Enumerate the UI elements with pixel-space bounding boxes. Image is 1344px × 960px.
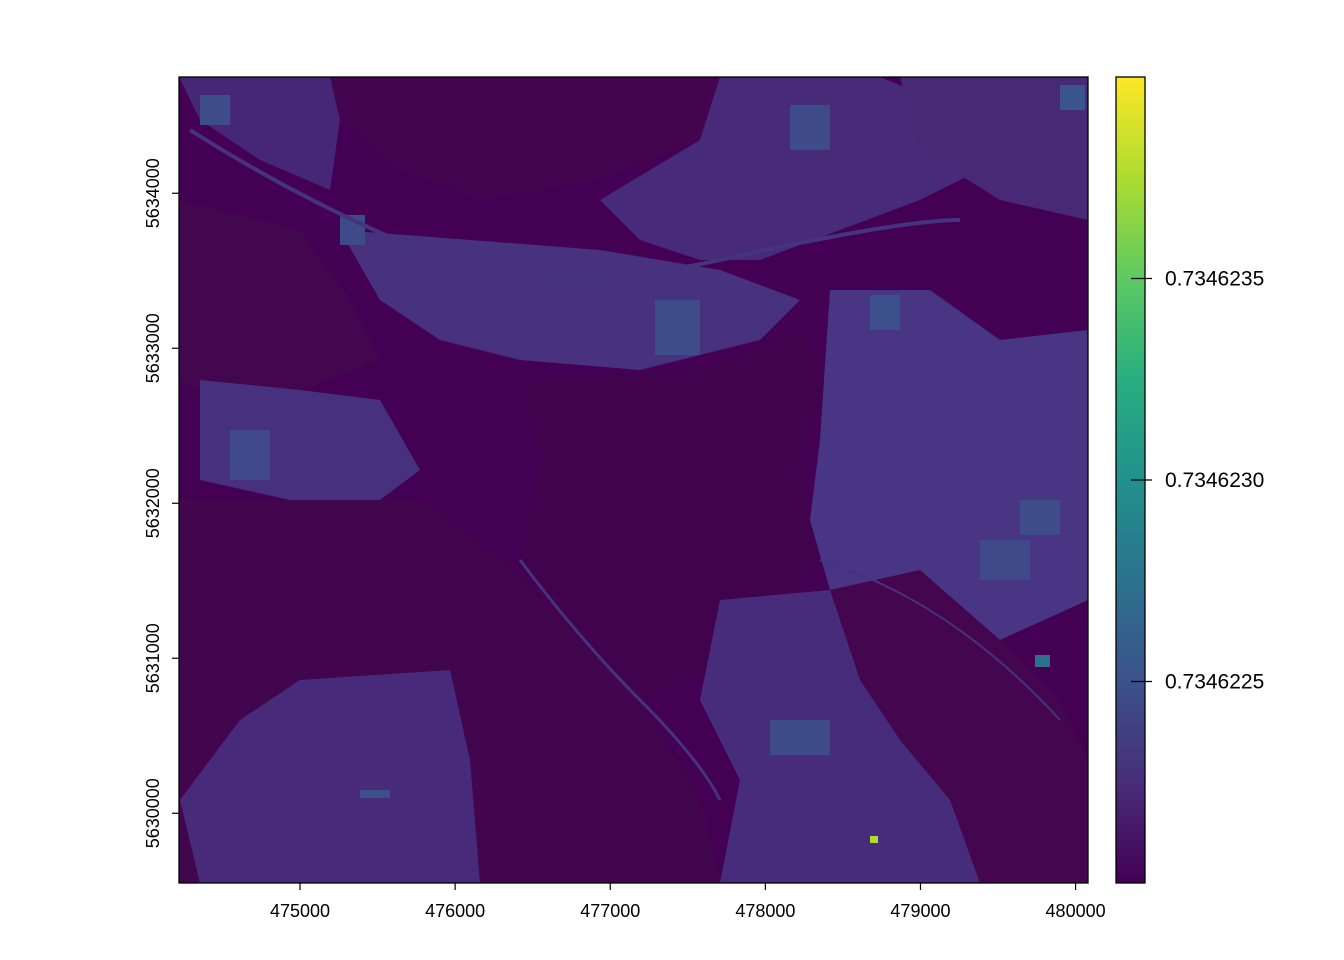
colorbar-tick-label: 0.7346225: [1165, 671, 1264, 694]
y-tick-label: 5630000: [143, 778, 163, 848]
y-tick-label: 5632000: [143, 468, 163, 538]
x-axis: 475000 476000 477000 478000 479000 480000: [270, 883, 1106, 921]
x-tick-label: 480000: [1046, 901, 1106, 921]
y-tick-label: 5633000: [143, 313, 163, 383]
x-tick-label: 476000: [425, 901, 485, 921]
y-axis: 5630000 5631000 5632000 5633000 5634000: [143, 158, 179, 848]
plot-frame: [178, 76, 1089, 884]
raster-image: [179, 77, 1088, 883]
x-tick-label: 475000: [270, 901, 330, 921]
colorbar-tick-label: 0.7346230: [1165, 469, 1264, 492]
x-tick-label: 477000: [580, 901, 640, 921]
x-tick-label: 479000: [890, 901, 950, 921]
x-tick-label: 478000: [735, 901, 795, 921]
y-tick-label: 5634000: [143, 158, 163, 228]
y-tick-label: 5631000: [143, 623, 163, 693]
colorbar-axis: 0.7346225 0.7346230 0.7346235: [1131, 268, 1264, 694]
colorbar-tick-label: 0.7346235: [1165, 268, 1264, 291]
